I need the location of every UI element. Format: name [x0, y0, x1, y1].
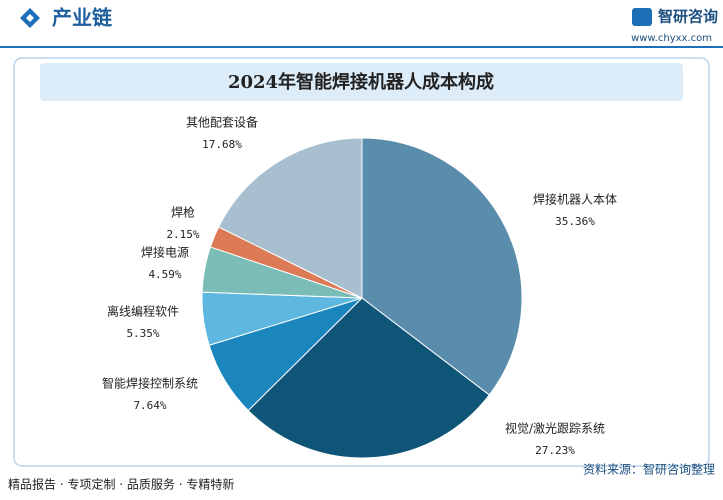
slice-value: 7.64% [133, 399, 166, 412]
footer-slogan: 精品报告 · 专项定制 · 品质服务 · 专精特新 [8, 477, 234, 492]
slice-label: 离线编程软件 [107, 304, 179, 319]
slice-label: 其他配套设备 [186, 116, 258, 130]
slice-label: 视觉/激光跟踪系统 [505, 421, 605, 436]
slice-label: 焊接电源 [141, 245, 189, 260]
slice-value: 5.35% [126, 327, 159, 340]
header-icon-inner [26, 14, 34, 22]
slice-value: 4.59% [148, 268, 181, 281]
title-bar [40, 63, 683, 101]
pie-slice [247, 297, 490, 459]
brand-url: www.chyxx.com [631, 33, 712, 44]
pie-slice [361, 137, 523, 396]
brand-logo [632, 8, 652, 26]
slice-label: 焊枪 [171, 205, 195, 220]
slice-value: 2.15% [166, 228, 199, 241]
chart-title: 2024年智能焊接机器人成本构成 [228, 71, 494, 93]
slice-value: 27.23% [535, 444, 575, 457]
header-title: 产业链 [52, 6, 113, 30]
slice-label: 智能焊接控制系统 [102, 376, 198, 391]
slice-value: 17.68% [202, 138, 242, 151]
header-bg [0, 0, 723, 48]
pie-slice [217, 137, 363, 299]
slice-value: 35.36% [555, 215, 595, 228]
brand-name: 智研咨询 [658, 8, 718, 26]
footer-source: 资料来源：智研咨询整理 [583, 462, 715, 477]
slice-label: 焊接机器人本体 [533, 192, 617, 207]
